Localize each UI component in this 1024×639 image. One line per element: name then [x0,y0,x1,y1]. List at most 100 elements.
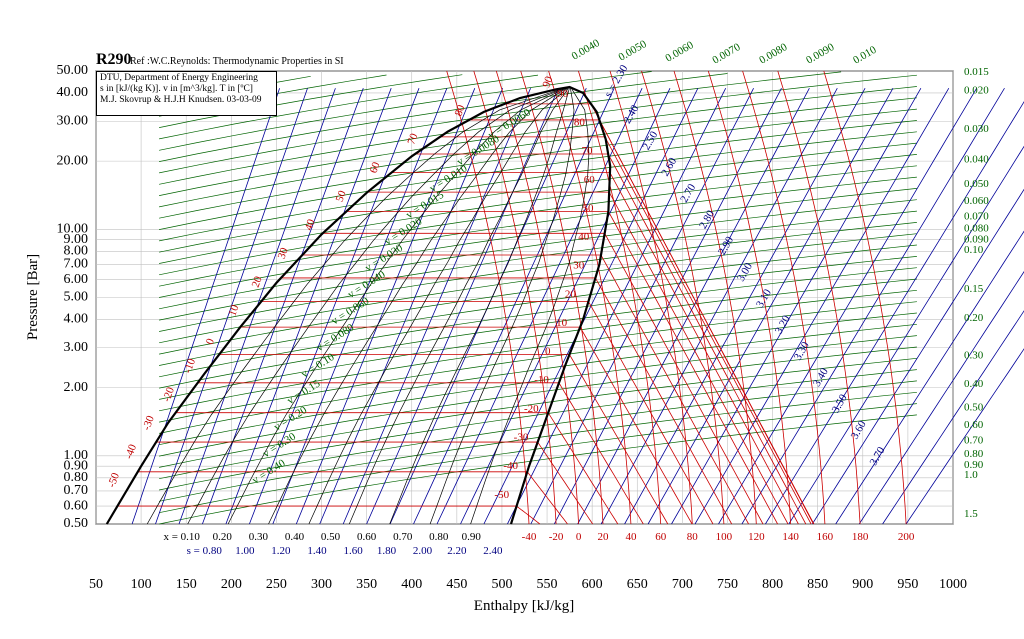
specific-volume-label: 0.040 [964,154,989,166]
isentrope-line [272,88,448,525]
isochore-line [159,131,917,242]
quality-line [348,87,569,525]
isotherm-line [261,301,714,525]
y-tick-label: 0.60 [64,498,89,513]
isotherm-label: 0 [204,337,217,347]
isotherm-superheat-line [641,70,725,525]
specific-volume-label-top: 0.0070 [710,41,743,67]
isochore-line [159,154,917,264]
isotherm-line [391,172,799,525]
entropy-label: 1.60 [343,545,363,557]
isotherm-line [137,471,568,525]
isotherm-line [440,136,812,525]
temperature-label: -20 [549,531,564,543]
quality-line [187,87,565,525]
specific-volume-label: 0.080 [964,222,989,234]
x-tick-label: 400 [401,577,422,592]
y-tick-label: 10.00 [57,222,89,237]
temperature-label: 100 [716,531,733,543]
x-tick-label: 250 [266,577,287,592]
isotherm-label-vapor: -50 [494,489,509,501]
specific-volume-label-top: 0.0060 [663,39,696,65]
isochore-line [159,97,917,208]
specific-volume-label-top: 0.010 [851,44,879,67]
isochore-line [159,312,917,423]
isentrope-line [295,88,476,525]
y-tick-label: 6.00 [64,272,89,287]
quality-label: 0.50 [321,531,341,543]
x-tick-label: 450 [446,577,467,592]
quality-label: 0.80 [429,531,449,543]
y-tick-label: 0.50 [64,516,89,531]
x-tick-label: 300 [311,577,332,592]
x-tick-label: 550 [537,577,558,592]
temperature-label: 0 [576,531,582,543]
specific-volume-label-top: 0.0080 [757,41,790,67]
x-tick-label: 950 [897,577,918,592]
x-axis-title: Enthalpy [kJ/kg] [474,598,574,614]
entropy-label: 2.20 [447,545,467,557]
isotherm-superheat-line [578,70,662,525]
isentrope-line [647,88,894,525]
isochore-line [159,176,917,287]
isotherm-superheat-line [823,70,907,525]
isotherm-label-vapor: 20 [565,288,577,300]
isentrope-line [694,87,950,525]
x-tick-label: 350 [356,577,377,592]
isentrope-line [249,88,420,525]
entropy-label: 1.40 [307,545,327,557]
isochore-line [159,222,917,332]
isochore-line [159,335,917,446]
isotherm-line [281,277,733,525]
quality-label: 0.90 [462,531,482,543]
quality-line [389,88,570,525]
x-tick-label: 900 [852,577,873,592]
isentrope-line [202,88,364,525]
isochore-line [159,267,917,378]
x-tick-label: 150 [176,577,197,592]
specific-volume-label: 0.60 [964,419,984,431]
y-tick-label: 9.00 [64,232,89,247]
temperature-label: 180 [852,531,869,543]
specific-volume-label: 0.060 [964,195,989,207]
isotherm-line [197,382,644,525]
isentrope-line [553,88,782,525]
quality-line [308,87,568,525]
entropy-label: s = 0.80 [187,545,223,557]
quality-label: 0.40 [285,531,305,543]
isotherm-line [175,412,619,525]
isentrope-line [436,88,643,525]
temperature-label: 80 [687,531,699,543]
y-tick-label: 50.00 [57,63,89,78]
info-box: DTU, Department of Energy Engineering s … [96,71,277,116]
isochore-line [159,369,917,480]
isochore-line [159,71,652,151]
isotherm-label: -40 [123,442,139,460]
isochore-line [159,199,917,310]
isochore-line [159,74,539,140]
isentrope-line [882,310,1024,525]
quality-line [470,88,590,525]
info-line-3: M.J. Skovrup & H.J.H Knudsen. 03-03-09 [100,95,262,105]
isotherm-superheat-line [520,70,604,525]
quality-label: x = 0.10 [163,531,200,543]
isentrope-line [577,88,810,525]
isotherm-label-vapor: -10 [534,374,549,386]
quality-line [429,88,575,525]
x-tick-label: 750 [717,577,738,592]
isotherm-superheat-line [495,70,579,525]
isochore-line [159,391,917,502]
x-axis-ticks: 50 100 150 200 250 300 350 400 450 500 550 600 650 70… [89,577,967,592]
x-tick-label: 200 [221,577,242,592]
isentrope-line [413,88,615,525]
y-tick-label: 0.80 [64,470,89,485]
temperature-label: 200 [898,531,915,543]
isotherm-superheat-line [446,70,530,525]
isotherm-label-vapor: 90 [557,88,569,100]
quality-line [268,87,567,525]
isentrope-line [671,88,922,525]
y-tick-label: 8.00 [64,243,89,258]
y-tick-label: 0.70 [64,483,89,498]
entropy-label: 1.80 [377,545,397,557]
quality-line [146,87,564,525]
